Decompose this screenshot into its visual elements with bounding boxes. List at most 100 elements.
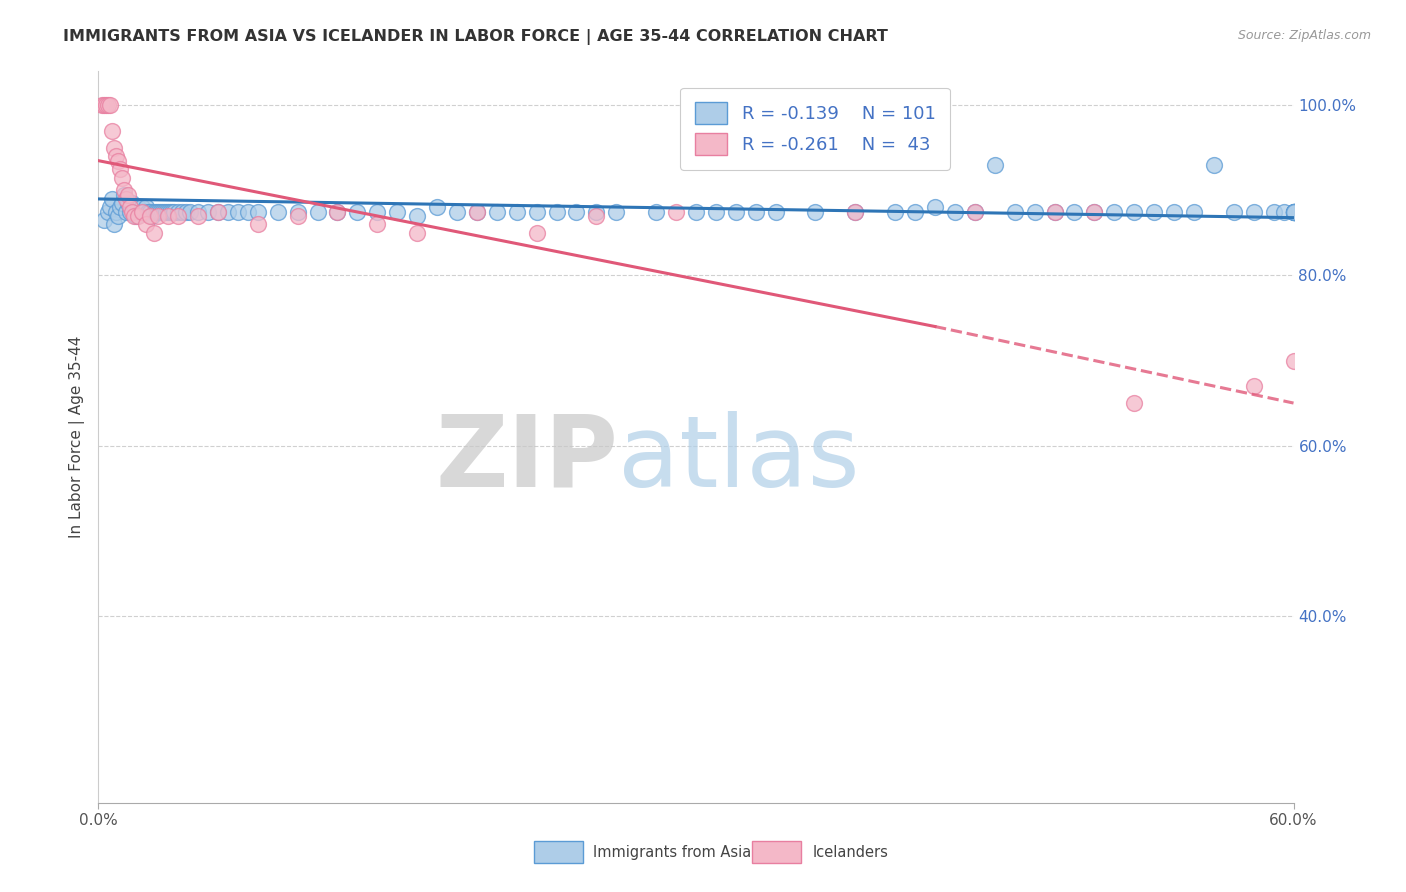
Point [150, 204, 173, 219]
Point [98, 201, 122, 215]
Point [1104, 204, 1126, 219]
Point [159, 204, 181, 219]
Point [665, 204, 688, 219]
Point [143, 204, 166, 219]
Point [153, 204, 176, 219]
Point [103, 141, 125, 155]
Point [1143, 204, 1166, 219]
Point [97, 98, 120, 112]
Point [246, 218, 269, 232]
Text: Icelanders: Icelanders [813, 845, 889, 860]
Point [187, 209, 209, 223]
Point [105, 204, 128, 219]
Point [115, 192, 138, 206]
Point [724, 204, 747, 219]
Point [585, 204, 607, 219]
Point [139, 209, 162, 223]
Point [546, 204, 568, 219]
Point [984, 158, 1007, 172]
Point [131, 204, 153, 219]
Point [112, 183, 135, 197]
Point [136, 204, 159, 219]
Point [346, 204, 368, 219]
Text: Immigrants from Asia: Immigrants from Asia [593, 845, 752, 860]
Point [465, 204, 488, 219]
Point [1243, 379, 1265, 393]
Point [585, 209, 607, 223]
Y-axis label: In Labor Force | Age 35-44: In Labor Force | Age 35-44 [69, 336, 84, 538]
Point [120, 204, 142, 219]
Point [963, 204, 986, 219]
Point [125, 209, 148, 223]
Point [124, 209, 146, 223]
Point [145, 204, 167, 219]
Point [97, 204, 120, 219]
Point [167, 204, 190, 219]
Point [120, 201, 142, 215]
Point [1182, 204, 1205, 219]
Point [1282, 204, 1305, 219]
Point [924, 201, 946, 215]
Point [111, 196, 134, 211]
Point [207, 204, 229, 219]
Point [1282, 204, 1305, 219]
Point [1004, 204, 1026, 219]
Point [236, 204, 259, 219]
Point [107, 209, 129, 223]
Point [884, 204, 907, 219]
Point [645, 204, 668, 219]
Point [307, 204, 329, 219]
Point [96, 98, 118, 112]
Point [426, 201, 449, 215]
Point [148, 209, 170, 223]
Point [101, 192, 124, 206]
Point [465, 204, 488, 219]
Text: IMMIGRANTS FROM ASIA VS ICELANDER IN LABOR FORCE | AGE 35-44 CORRELATION CHART: IMMIGRANTS FROM ASIA VS ICELANDER IN LAB… [63, 29, 889, 45]
Point [93, 213, 115, 227]
Point [226, 204, 249, 219]
Point [1282, 204, 1305, 219]
Text: Source: ZipAtlas.com: Source: ZipAtlas.com [1237, 29, 1371, 43]
Point [127, 201, 149, 215]
Point [1272, 204, 1295, 219]
Point [207, 204, 229, 219]
Point [745, 204, 768, 219]
Point [1282, 204, 1305, 219]
Point [1083, 204, 1105, 219]
Point [326, 204, 349, 219]
Point [157, 204, 180, 219]
Point [167, 209, 190, 223]
Point [485, 204, 508, 219]
Point [1282, 204, 1305, 219]
Point [110, 162, 132, 177]
Point [127, 209, 149, 223]
Point [131, 201, 153, 215]
Point [115, 204, 138, 219]
Point [605, 204, 627, 219]
Point [135, 218, 157, 232]
Point [446, 204, 468, 219]
Point [406, 209, 429, 223]
Point [148, 204, 170, 219]
Point [110, 201, 132, 215]
Point [1063, 204, 1085, 219]
Point [804, 204, 827, 219]
Point [267, 204, 290, 219]
Point [765, 204, 787, 219]
Point [1202, 158, 1225, 172]
Point [121, 204, 143, 219]
Point [1243, 204, 1265, 219]
Point [1282, 204, 1305, 219]
Point [406, 226, 429, 240]
Point [135, 201, 157, 215]
Point [93, 98, 115, 112]
Point [1263, 204, 1285, 219]
Point [1123, 396, 1146, 410]
Point [1083, 204, 1105, 219]
Point [157, 209, 180, 223]
Point [91, 98, 114, 112]
Point [149, 204, 172, 219]
Point [160, 204, 183, 219]
Point [943, 204, 966, 219]
Point [101, 124, 124, 138]
